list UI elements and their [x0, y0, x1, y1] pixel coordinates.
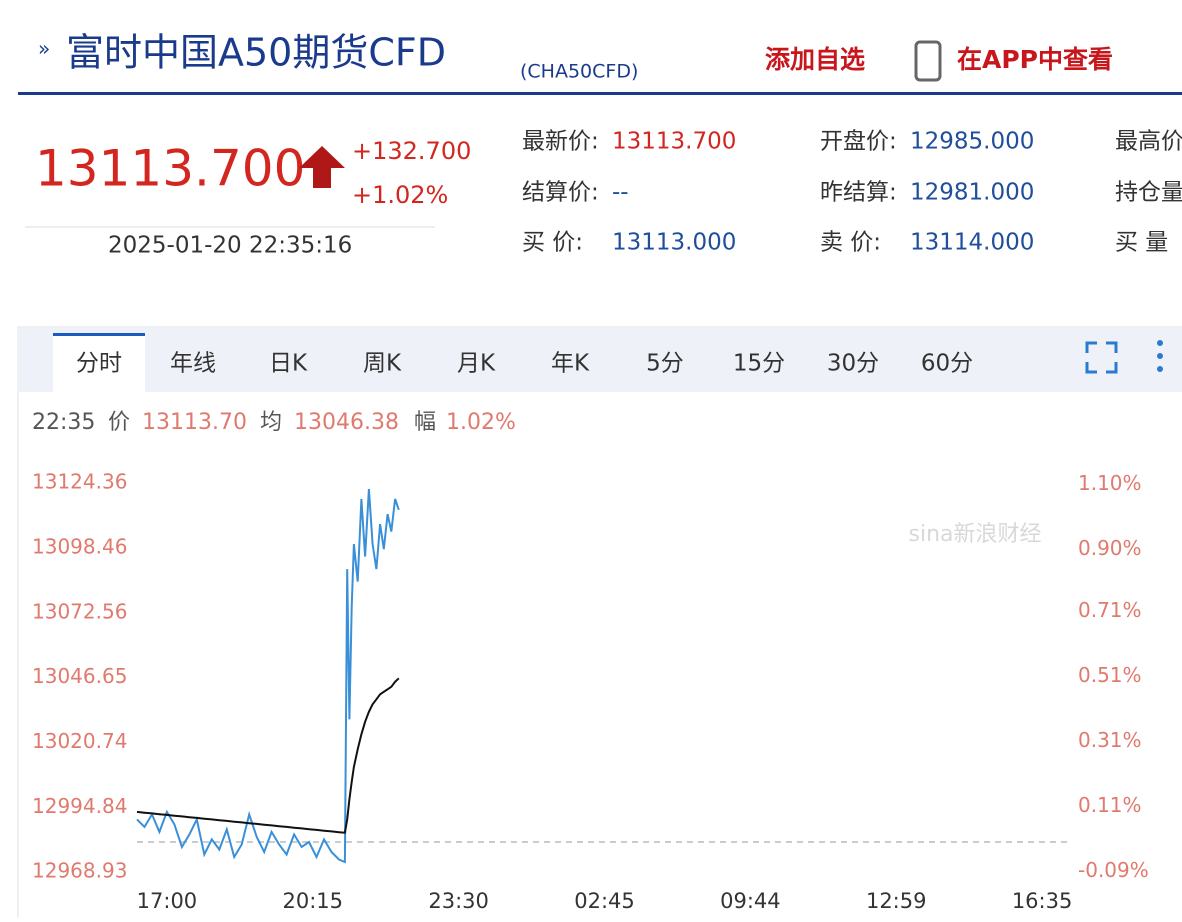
active-tab-rule: [53, 333, 145, 336]
field-label: 昨结算:: [820, 180, 897, 206]
field-value: 13113.700: [612, 129, 736, 155]
last-price: 13113.700: [35, 140, 305, 198]
tab[interactable]: 分时: [76, 351, 122, 377]
watermark: sina新浪财经: [909, 522, 1042, 547]
y2-tick-label: 0.51%: [1078, 663, 1142, 687]
y-tick-label: 13072.56: [32, 599, 127, 623]
x-tick-label: 23:30: [428, 889, 489, 913]
field-value: --: [612, 180, 629, 206]
y2-tick-label: 0.71%: [1078, 598, 1142, 622]
y-tick-label: 13046.65: [32, 664, 127, 688]
active-tab-bg: [53, 333, 145, 392]
info-avg: 13046.38: [294, 410, 399, 435]
info-price: 13113.70: [142, 410, 247, 435]
y2-tick-label: 0.31%: [1078, 728, 1142, 752]
y2-tick-label: -0.09%: [1078, 858, 1149, 882]
fullscreen-icon[interactable]: [1085, 341, 1118, 374]
x-tick-label: 09:44: [720, 889, 781, 913]
header-rule: [18, 92, 1182, 95]
tab[interactable]: 5分: [646, 351, 684, 377]
open-app[interactable]: 在APP中查看: [957, 45, 1113, 74]
x-tick-label: 02:45: [574, 889, 635, 913]
field-label: 开盘价:: [820, 129, 897, 155]
tab[interactable]: 60分: [921, 351, 973, 377]
quote-time: 2025-01-20 22:35:16: [108, 233, 352, 259]
more-icon[interactable]: [1157, 340, 1163, 372]
y2-tick-label: 0.90%: [1078, 536, 1142, 560]
x-tick-label: 12:59: [866, 889, 927, 913]
field-label: 买 量: [1115, 230, 1168, 256]
tab[interactable]: 周K: [363, 351, 402, 377]
y-tick-label: 13020.74: [32, 729, 127, 753]
field-value: 12985.000: [910, 129, 1034, 155]
tab[interactable]: 月K: [457, 351, 496, 377]
y-tick-label: 13098.46: [32, 534, 127, 558]
y-tick-label: 12968.93: [32, 859, 127, 883]
tab[interactable]: 日K: [269, 351, 308, 377]
add-watch[interactable]: 添加自选: [765, 45, 865, 74]
tab-bar: [19, 328, 1182, 392]
info-avg-label: 均: [260, 410, 282, 435]
field-value: 12981.000: [910, 180, 1034, 206]
change: +132.700: [352, 137, 471, 165]
tab[interactable]: 年线: [170, 351, 216, 377]
field-label: 卖 价:: [820, 230, 881, 256]
up-arrow: [299, 146, 345, 188]
phone-icon: [914, 40, 942, 82]
info-time: 22:35: [32, 410, 95, 435]
field-label: 结算价:: [522, 180, 599, 206]
x-tick-label: 16:35: [1012, 889, 1073, 913]
y2-tick-label: 1.10%: [1078, 471, 1142, 495]
tab[interactable]: 15分: [733, 351, 785, 377]
y2-tick-label: 0.11%: [1078, 793, 1142, 817]
series-line: [136, 488, 400, 864]
code: (CHA50CFD): [520, 61, 638, 83]
y-tick-label: 13124.36: [32, 470, 127, 494]
info-pct-label: 幅: [414, 410, 436, 435]
chevron-icon: »: [38, 37, 50, 61]
field-label: 最新价:: [522, 129, 599, 155]
tab[interactable]: 30分: [827, 351, 879, 377]
field-value: 13114.000: [910, 230, 1034, 256]
field-label: 买 价:: [522, 230, 583, 256]
info-pct: 1.02%: [446, 410, 516, 435]
x-tick-label: 17:00: [137, 889, 198, 913]
change-pct: +1.02%: [352, 181, 448, 209]
title: 富时中国A50期货CFD: [66, 31, 446, 75]
field-label: 最高价: [1115, 129, 1182, 155]
field-label: 持仓量: [1115, 180, 1182, 206]
x-tick-label: 20:15: [283, 889, 344, 913]
field-value: 13113.000: [612, 230, 736, 256]
tab[interactable]: 年K: [551, 351, 590, 377]
series-line: [136, 677, 400, 834]
info-price-label: 价: [108, 410, 130, 435]
chart-panel: [17, 326, 1182, 922]
y-tick-label: 12994.84: [32, 794, 127, 818]
